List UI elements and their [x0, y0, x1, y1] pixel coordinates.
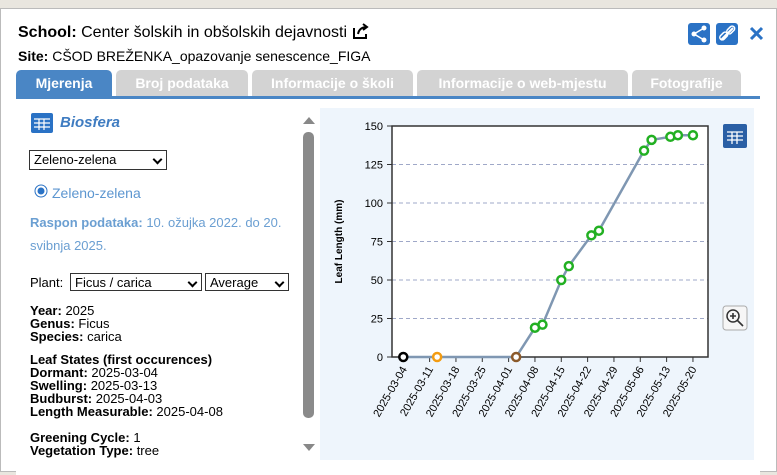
field-label: Swelling: [30, 378, 88, 393]
section-title: Biosfera [60, 114, 121, 131]
data-range: Raspon podataka: 10. ožujka 2022. do 20.… [30, 211, 290, 257]
field-value: 2025 [65, 303, 95, 318]
field-value: carica [87, 329, 122, 344]
radio[interactable] [34, 184, 48, 198]
measure-select[interactable]: Zeleno-zelena [29, 150, 167, 170]
chart-table-button[interactable] [722, 123, 748, 149]
field-label: Genus: [30, 316, 75, 331]
field-value: 1 [133, 430, 141, 445]
plant-select[interactable]: Ficus / carica [70, 273, 202, 291]
field-value: 2025-04-03 [95, 391, 163, 406]
zoom-button[interactable] [722, 305, 748, 331]
info-row: Year: 2025 [30, 304, 94, 318]
tab[interactable]: Informacije o web-mjestu [417, 70, 628, 96]
school-line: School: Center šolskih in obšolskih deja… [18, 23, 370, 42]
info-row: Dormant: 2025-03-04 [30, 366, 158, 380]
field-label: Greening Cycle: [30, 430, 130, 445]
stat-select[interactable]: Average [205, 273, 289, 291]
field-value: 2025-03-04 [91, 365, 158, 380]
field-value: Ficus [78, 316, 110, 331]
link-button[interactable] [716, 23, 738, 45]
field-label: Budburst: [30, 391, 93, 406]
info-row: Swelling: 2025-03-13 [30, 379, 157, 393]
site-name: CŠOD BREŽENKA_opazovanje senescence_FIGA [52, 48, 371, 64]
field-label: Vegetation Type: [30, 443, 134, 458]
field-label: Year: [30, 303, 62, 318]
info-row: Species: carica [30, 330, 122, 344]
field-value: tree [136, 443, 160, 458]
range-value: 10. ožujka 2022. do 20. svibnja 2025. [30, 215, 282, 253]
site-label: Site: [18, 48, 49, 64]
range-label: Raspon podataka: [30, 215, 143, 230]
field-label: Species: [30, 329, 84, 344]
states-title: Leaf States (first occurences) [30, 352, 213, 367]
share-button[interactable] [688, 23, 710, 45]
tab[interactable]: Fotografije [632, 70, 741, 96]
info-row: Vegetation Type: tree [30, 444, 159, 458]
tab[interactable]: Mjerenja [16, 70, 112, 96]
info-row: Greening Cycle: 1 [30, 431, 141, 445]
school-label: School: [18, 24, 77, 41]
tab[interactable]: Informacije o školi [252, 70, 413, 96]
scrollbar[interactable] [300, 112, 318, 456]
close-button[interactable] [749, 26, 764, 41]
field-label: Length Measurable: [30, 404, 153, 419]
info-row: Genus: Ficus [30, 317, 109, 331]
info-row: Length Measurable: 2025-04-08 [30, 405, 223, 419]
plant-label: Plant: [30, 275, 64, 290]
open-link-icon[interactable] [352, 23, 370, 39]
toolbar [688, 23, 764, 45]
field-label: Dormant: [30, 365, 88, 380]
table-icon[interactable] [30, 112, 54, 134]
site-line: Site: CŠOD BREŽENKA_opazovanje senescenc… [18, 48, 371, 64]
school-name: Center šolskih in obšolskih dejavnosti [81, 24, 348, 41]
radio-label: Zeleno-zelena [52, 185, 141, 201]
field-value: 2025-04-08 [156, 404, 223, 419]
info-row: Budburst: 2025-04-03 [30, 392, 162, 406]
field-value: 2025-03-13 [90, 378, 158, 393]
chart-area [320, 108, 754, 460]
tab[interactable]: Broj podataka [116, 70, 248, 96]
